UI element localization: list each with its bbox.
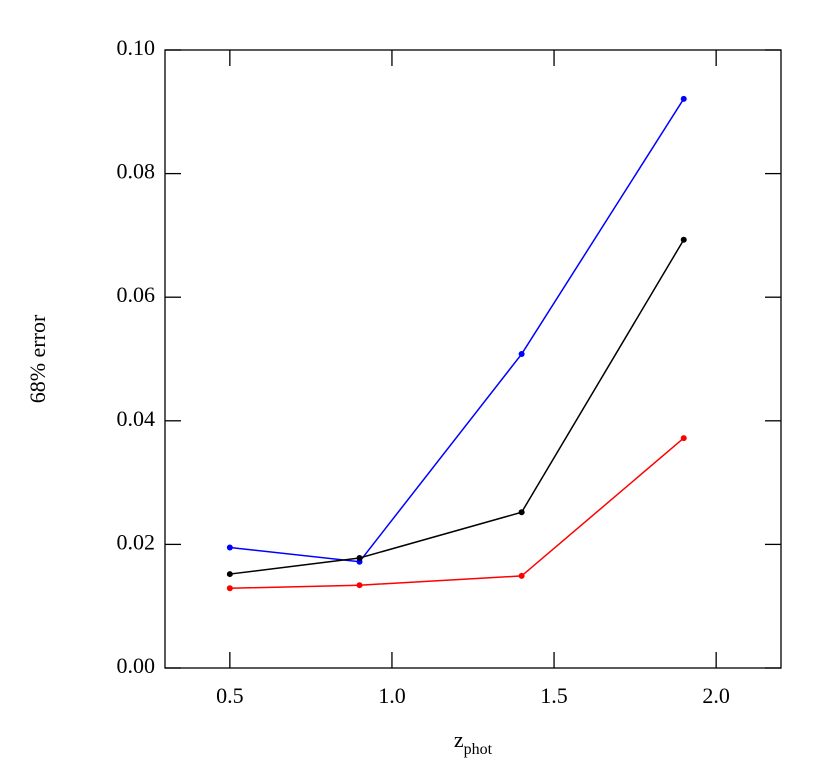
y-tick-label: 0.04 (117, 406, 156, 431)
data-point (356, 554, 363, 561)
series-line (229, 98, 685, 563)
series-line (229, 239, 685, 575)
x-label-sub: phot (464, 741, 493, 758)
x-tick-label: 1.5 (540, 683, 568, 708)
x-label-main: z (454, 727, 464, 752)
data-point (680, 236, 687, 243)
x-tick-label: 0.5 (216, 683, 244, 708)
x-tick-label: 2.0 (702, 683, 730, 708)
x-tick-label: 1.0 (378, 683, 406, 708)
y-tick-label: 0.06 (117, 282, 156, 307)
data-point (518, 351, 525, 358)
data-point (518, 509, 525, 516)
data-point (356, 582, 363, 589)
series-line (229, 437, 685, 590)
data-point (518, 572, 525, 579)
y-tick-label: 0.00 (117, 653, 156, 678)
data-point (680, 95, 687, 102)
y-tick-label: 0.08 (117, 159, 156, 184)
y-tick-label: 0.10 (117, 35, 156, 60)
data-point (226, 544, 233, 551)
data-point (680, 435, 687, 442)
data-point (226, 585, 233, 592)
y-tick-label: 0.02 (117, 529, 156, 554)
data-point (226, 571, 233, 578)
y-axis-label: 68% error (25, 314, 50, 403)
plot-frame (164, 49, 782, 669)
x-axis-label: zphot (454, 727, 493, 758)
